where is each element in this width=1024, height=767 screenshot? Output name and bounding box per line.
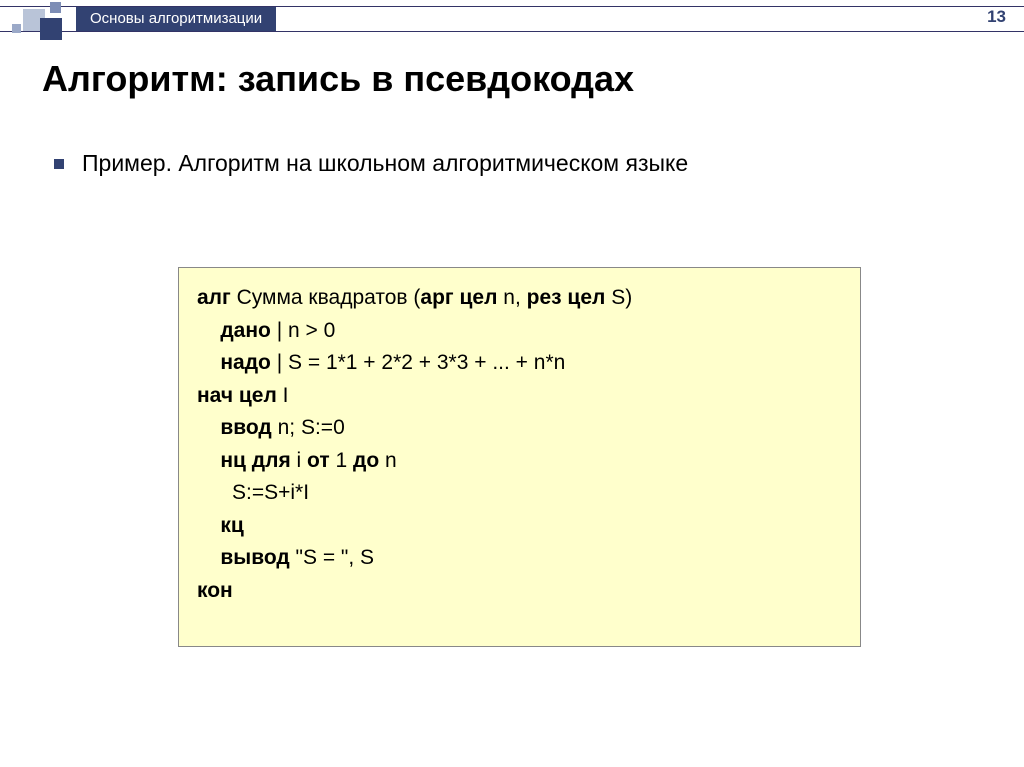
bullet-item: Пример. Алгоритм на школьном алгоритмиче… <box>54 150 688 177</box>
code-line: надо | S = 1*1 + 2*2 + 3*3 + ... + n*n <box>197 347 842 380</box>
code-line: нц для i от 1 до n <box>197 445 842 478</box>
code-line: дано | n > 0 <box>197 315 842 348</box>
code-block: алг Сумма квадратов (арг цел n, рез цел … <box>178 267 861 647</box>
code-line: алг Сумма квадратов (арг цел n, рез цел … <box>197 282 842 315</box>
code-line: ввод n; S:=0 <box>197 412 842 445</box>
logo-decoration <box>0 0 75 40</box>
code-line: нач цел I <box>197 380 842 413</box>
page-number: 13 <box>987 7 1006 27</box>
bullet-text: Пример. Алгоритм на школьном алгоритмиче… <box>82 150 688 177</box>
breadcrumb: Основы алгоритмизации <box>76 7 276 31</box>
page-title: Алгоритм: запись в псевдокодах <box>42 58 634 100</box>
code-line: вывод "S = ", S <box>197 542 842 575</box>
code-line: кц <box>197 510 842 543</box>
code-line: кон <box>197 575 842 608</box>
bullet-square-icon <box>54 159 64 169</box>
code-line: S:=S+i*I <box>197 477 842 510</box>
